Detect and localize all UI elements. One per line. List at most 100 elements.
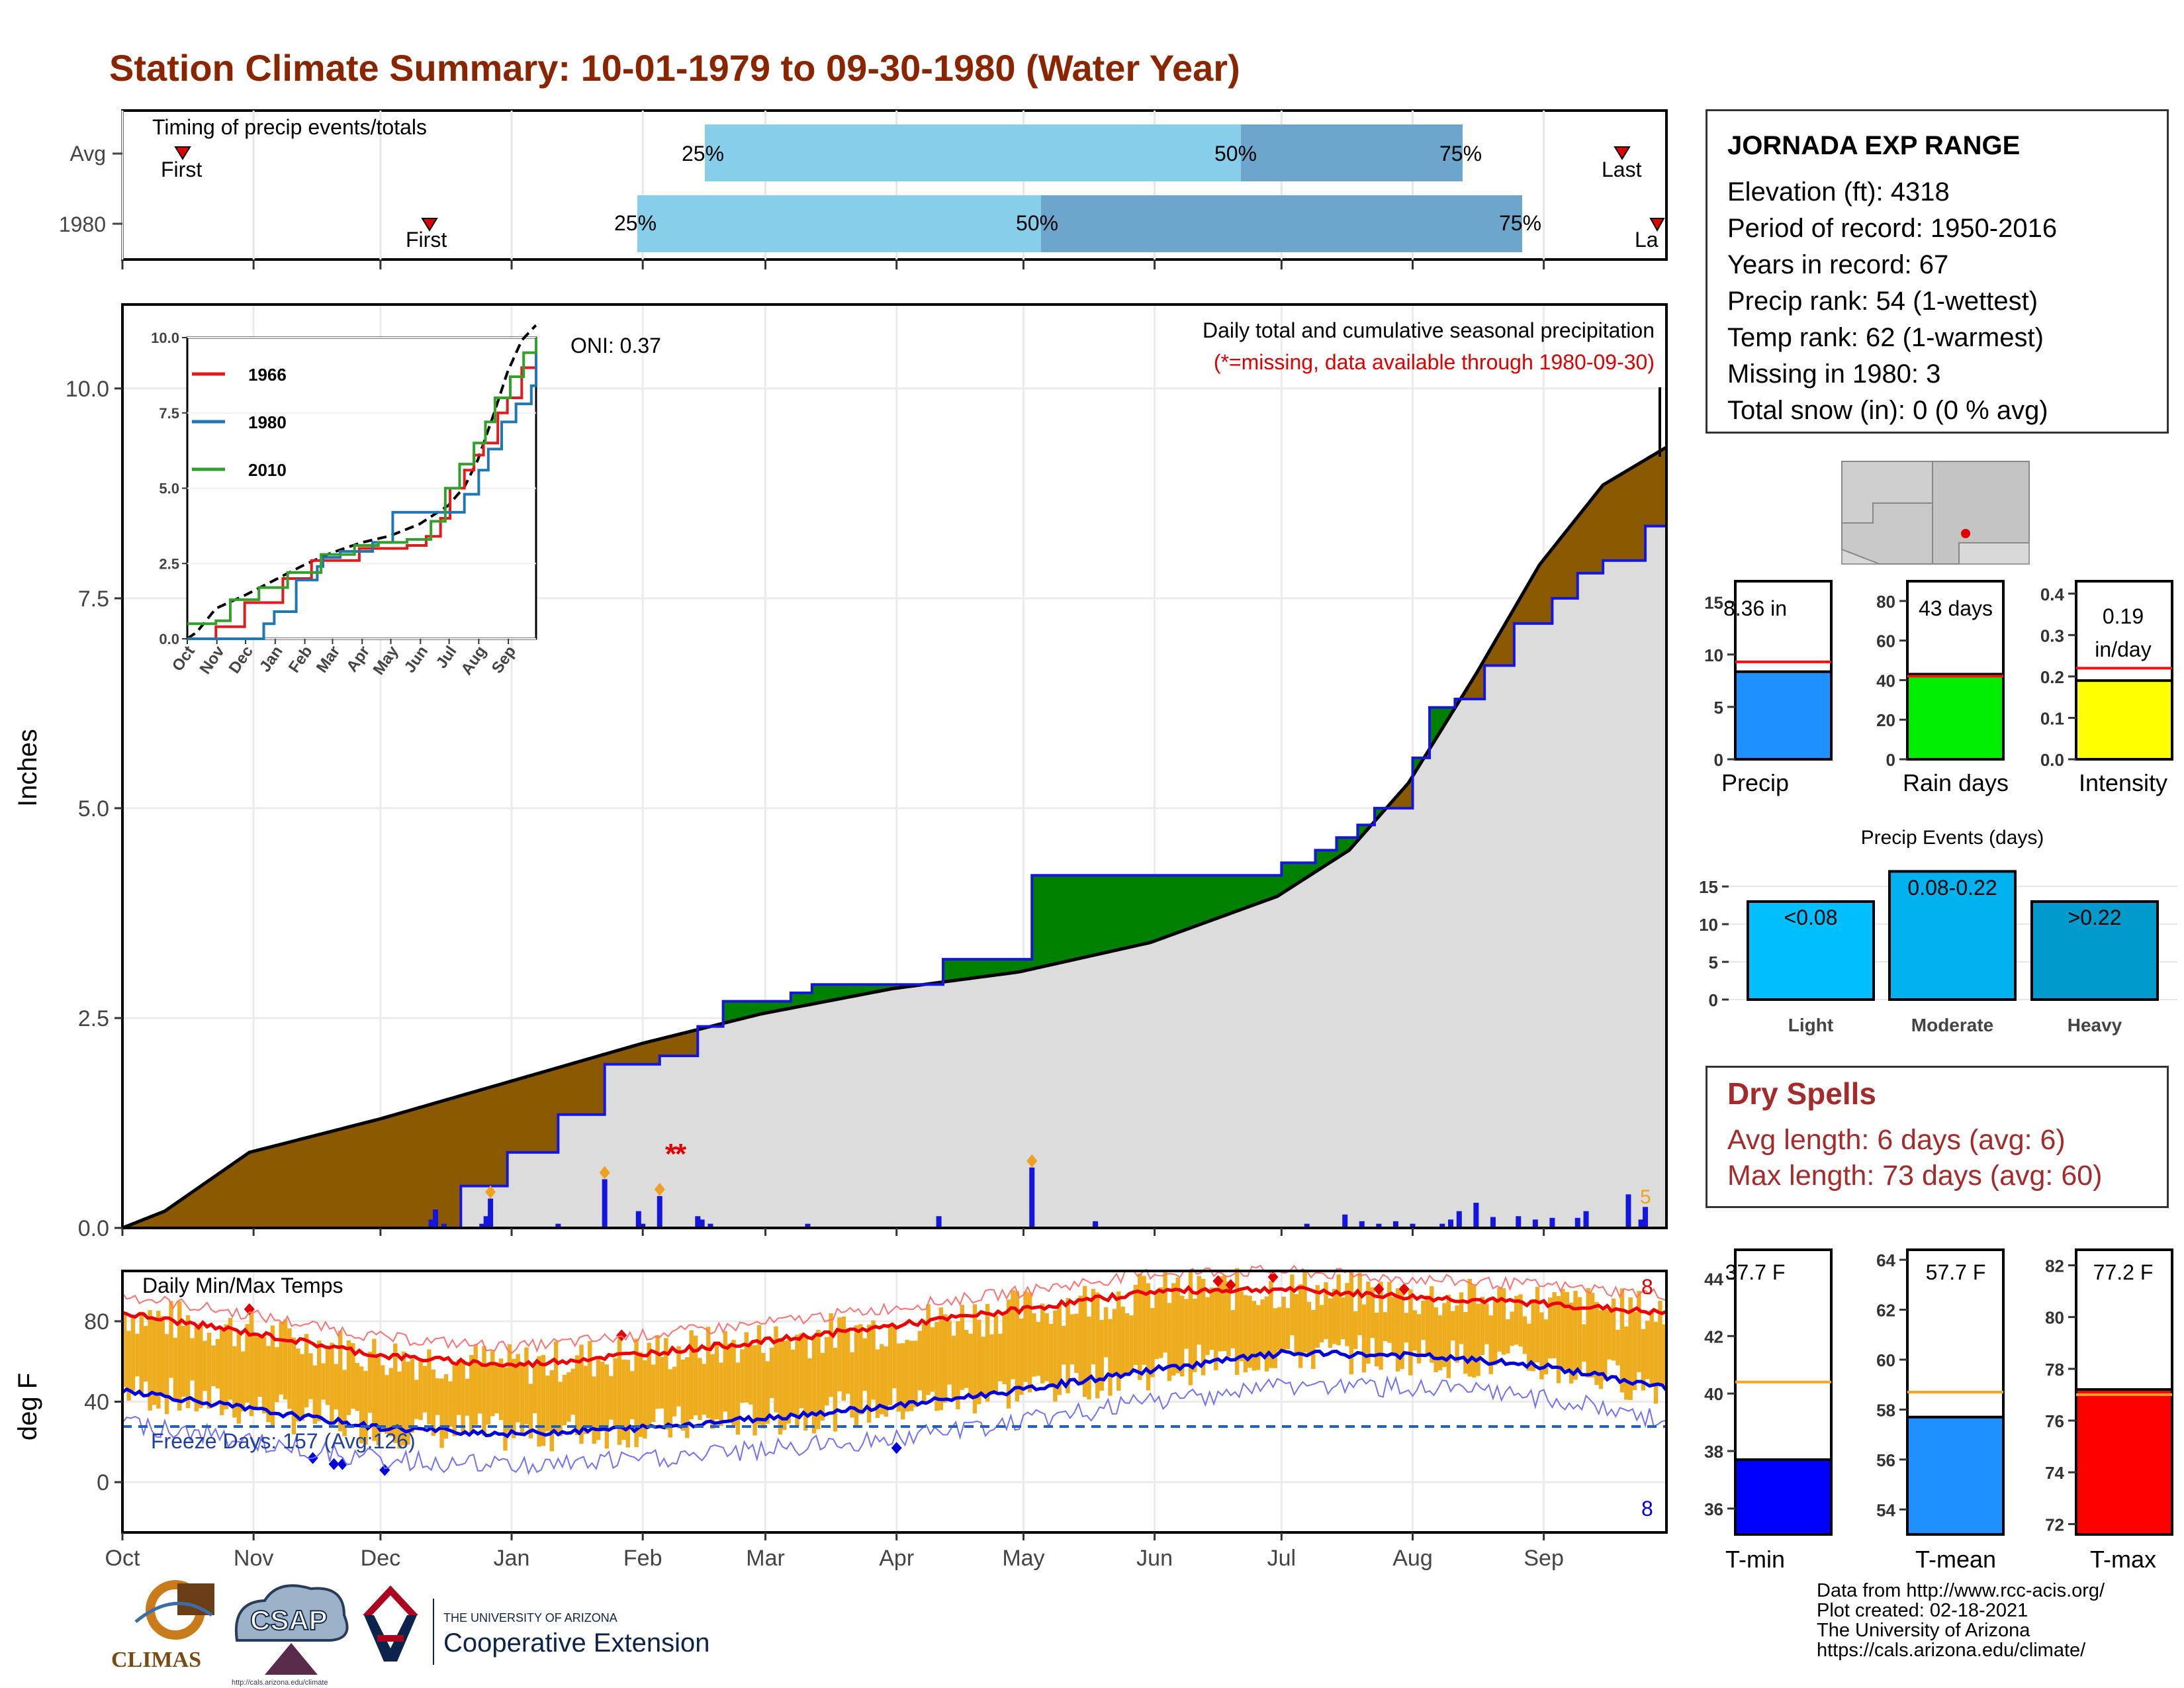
temp-day-bar: [1251, 1301, 1257, 1371]
temp-day-bar: [1146, 1283, 1151, 1391]
temp-day-bar: [1442, 1303, 1447, 1368]
temp-day-bar: [731, 1340, 736, 1426]
temp-min-record-marker: [891, 1442, 902, 1454]
temp-day-bar: [406, 1362, 410, 1445]
temp-max-record-marker: [1267, 1271, 1279, 1284]
month-label: Sep: [1524, 1546, 1564, 1571]
temp-day-bar: [1179, 1295, 1185, 1377]
temp-day-bar: [1421, 1300, 1426, 1340]
temp-day-bar: [1298, 1284, 1303, 1368]
temp-day-bar: [211, 1345, 216, 1386]
temp-day-bar: [1328, 1298, 1333, 1348]
temp-day-bar: [1294, 1293, 1298, 1354]
temp-day-bar: [1455, 1305, 1459, 1363]
temp-day-bar: [181, 1325, 186, 1397]
temp-day-bar: [1048, 1323, 1054, 1388]
temp-day-bar: [1167, 1303, 1172, 1382]
raindays-summary-tick-label: 20: [1876, 710, 1895, 730]
temp-day-bar: [164, 1334, 169, 1415]
temp-day-bar: [638, 1352, 643, 1437]
temp-day-bar: [469, 1355, 474, 1432]
temp-day-bar: [330, 1342, 334, 1422]
temp-day-bar: [1061, 1325, 1066, 1365]
month-label: Apr: [879, 1546, 914, 1571]
csap-url: http://cals.arizona.edu/climate: [232, 1679, 328, 1687]
temp-day-bar: [934, 1322, 939, 1411]
temp-day-bar: [270, 1325, 275, 1427]
temp-day-bar: [249, 1312, 254, 1417]
temp-day-bar: [1624, 1326, 1629, 1400]
temp-day-bar: [359, 1366, 364, 1444]
temp-day-bar: [871, 1320, 876, 1400]
temp-day-bar: [778, 1338, 783, 1435]
temp-day-bar: [672, 1366, 677, 1417]
temp-day-bar: [1006, 1299, 1011, 1409]
temp-day-bar: [1607, 1309, 1612, 1360]
temp-day-bar: [795, 1335, 799, 1427]
temp-day-bar: [338, 1330, 343, 1432]
temp-day-bar: [951, 1335, 956, 1399]
precip-panel-frame: [121, 303, 1668, 1229]
timing-avg-last-marker: [1614, 146, 1631, 160]
temp-day-bar: [325, 1348, 330, 1405]
climas-block: [177, 1583, 214, 1615]
dry-spells-box: Dry Spells Avg length: 6 days (avg: 6) M…: [1706, 1066, 2169, 1208]
temp-day-bar: [1556, 1295, 1561, 1383]
temp-day-bar: [376, 1354, 381, 1446]
station-temp-rank: Temp rank: 62 (1-warmest): [1727, 323, 2044, 352]
temp-day-bar: [1222, 1275, 1227, 1351]
temp-day-bar: [854, 1325, 859, 1428]
inset-y-label: 2.5: [159, 555, 179, 572]
temp-day-bar: [1552, 1291, 1557, 1358]
inset-series-line-2010: [187, 338, 537, 626]
temp-day-bar: [456, 1359, 461, 1415]
tmean-summary-tick-label: 56: [1876, 1450, 1895, 1470]
temp-day-bar: [1230, 1310, 1236, 1348]
timing-1980-last: La: [1635, 228, 1659, 252]
temp-day-bar: [1425, 1295, 1430, 1356]
temp-day-bar: [443, 1374, 449, 1439]
timing-avg-first: First: [161, 158, 202, 181]
daily-precip-bar: [1574, 1217, 1580, 1228]
temp-day-bar: [1306, 1301, 1312, 1355]
temp-day-bar: [1243, 1295, 1248, 1373]
temp-day-bar: [130, 1317, 136, 1391]
csap-mountain: [265, 1643, 318, 1675]
events-bar-light-label: <0.08: [1784, 906, 1838, 929]
temp-day-bar: [1255, 1305, 1261, 1370]
temp-day-bar: [583, 1366, 588, 1434]
temp-day-bar: [960, 1305, 964, 1390]
temp-day-bar: [266, 1346, 271, 1423]
month-label: May: [1002, 1546, 1044, 1571]
temp-day-bar: [558, 1382, 563, 1436]
temp-day-bar: [1628, 1297, 1633, 1401]
temp-day-bar: [825, 1336, 829, 1406]
temp-day-bar: [1095, 1292, 1100, 1399]
ua-a-outer: [364, 1615, 417, 1662]
temp-day-bar: [956, 1321, 960, 1409]
tmean-summary-tick-label: 60: [1876, 1350, 1895, 1370]
precip-y-tick-label: 5.0: [78, 796, 109, 821]
temp-min-record-marker: [328, 1458, 340, 1470]
temp-day-bar: [1053, 1310, 1058, 1402]
temp-label: Daily Min/Max Temps: [142, 1274, 343, 1297]
temp-day-bar: [194, 1327, 199, 1412]
summary-bars: 0 5 10 15 0 20 40 60 80 0.0 0.1 0.2 0.3 0.4: [1704, 580, 2173, 770]
temp-day-bar: [1518, 1294, 1523, 1347]
temp-day-bar: [579, 1344, 584, 1444]
timing-1980-last-marker: [1649, 218, 1665, 232]
temp-day-bar: [1492, 1300, 1498, 1366]
temp-day-bar: [1416, 1314, 1422, 1364]
temp-day-bar: [465, 1378, 470, 1416]
credits: Data from http://www.rcc-acis.org/ Plot …: [1817, 1581, 2105, 1660]
daily-precip-bar: [1410, 1223, 1416, 1228]
csap-logo: CSAP http://cals.arizona.edu/climate: [232, 1584, 349, 1687]
temp-day-bar: [981, 1336, 985, 1397]
temp-day-bar: [748, 1345, 753, 1405]
temp-day-bar: [1099, 1320, 1104, 1391]
inset-series-line-1966: [187, 338, 537, 640]
tmax-value: 77.2 F: [2093, 1260, 2154, 1284]
temp-day-bar: [1400, 1286, 1404, 1369]
temp-max-record-marker: [1373, 1283, 1385, 1295]
temp-day-bar: [1142, 1276, 1146, 1365]
